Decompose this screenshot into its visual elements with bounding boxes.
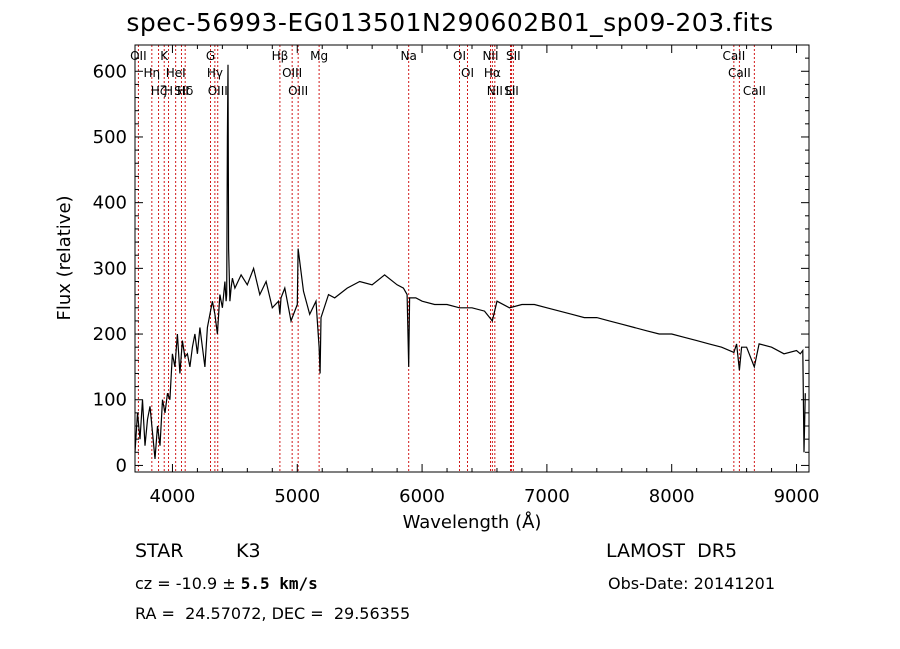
line-label: OI	[453, 49, 466, 63]
y-tick-label: 400	[93, 193, 127, 214]
line-label: Hγ	[207, 66, 223, 80]
line-label: Hη	[144, 66, 161, 80]
survey-label: LAMOST DR5	[606, 540, 738, 562]
y-tick-label: 100	[93, 390, 127, 411]
plot-frame	[134, 44, 810, 473]
ra-dec: RA = 24.57072, DEC = 29.56355	[135, 604, 411, 623]
cz-error: 5.5 km/s	[240, 574, 318, 593]
spectrum-series-line	[134, 64, 806, 459]
line-label: Na	[401, 49, 417, 63]
line-label: SII	[174, 84, 189, 98]
line-label: Li	[505, 84, 515, 98]
line-label: Hζ	[151, 84, 167, 98]
line-label: G	[206, 49, 215, 63]
y-tick-label: 300	[93, 258, 127, 279]
line-label: OI	[461, 66, 474, 80]
x-tick-label: 6000	[399, 486, 445, 507]
line-label: NII	[487, 84, 503, 98]
cz-prefix: cz = -10.9 ±	[135, 574, 241, 593]
y-tick-label: 600	[93, 61, 127, 82]
line-label: Hδ	[177, 84, 193, 98]
line-label: CaII	[728, 66, 751, 80]
y-tick-label: 200	[93, 324, 127, 345]
obs-date: Obs-Date: 20141201	[608, 574, 776, 593]
subclass-label: K3	[236, 540, 261, 562]
y-tick-label: 500	[93, 127, 127, 148]
cz-value: cz = -10.9 ± 5.5 km/s	[135, 574, 318, 593]
class-label: STAR	[135, 540, 184, 562]
line-label: Hα	[484, 66, 501, 80]
x-tick-label: 8000	[649, 486, 695, 507]
line-label: CaII	[722, 49, 745, 63]
chart-title: spec-56993-EG013501N290602B01_sp09-203.f…	[126, 8, 774, 37]
line-label: OIII	[288, 84, 308, 98]
line-label: Hβ	[272, 49, 289, 63]
line-label: OII	[130, 49, 147, 63]
line-label: HeI	[166, 66, 186, 80]
line-label: SII	[506, 49, 521, 63]
x-tick-label: 9000	[774, 486, 820, 507]
line-label: OIII	[208, 84, 228, 98]
line-label: SII	[504, 84, 519, 98]
line-label: K	[160, 49, 169, 63]
x-axis-label: Wavelength (Å)	[403, 511, 542, 533]
x-tick-label: 5000	[274, 486, 320, 507]
x-tick-label: 7000	[524, 486, 570, 507]
y-axis-label: Flux (relative)	[54, 195, 75, 320]
y-tick-label: 0	[116, 455, 127, 476]
x-tick-label: 4000	[150, 486, 196, 507]
line-label: H	[164, 84, 173, 98]
line-label: CaII	[743, 84, 766, 98]
line-label: OIII	[282, 66, 302, 80]
line-label: NII	[482, 49, 498, 63]
line-label: Mg	[310, 49, 328, 63]
